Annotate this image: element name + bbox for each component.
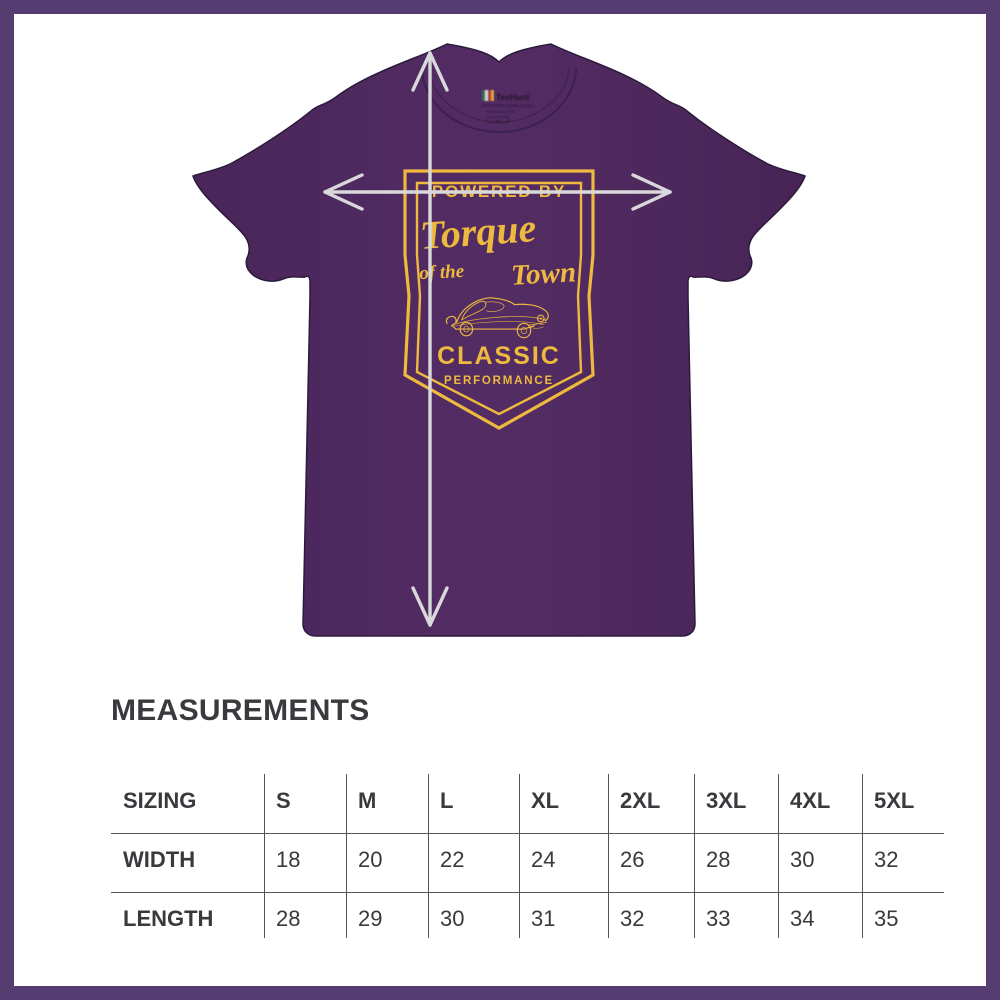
svg-text:XXXXXXXXXXX: XXXXXXXXXXX [487,110,515,114]
svg-text:100% Cotton | Made in USA: 100% Cotton | Made in USA [481,103,534,108]
svg-text:TeeHunt: TeeHunt [496,92,530,102]
svg-text:M: M [496,118,499,122]
